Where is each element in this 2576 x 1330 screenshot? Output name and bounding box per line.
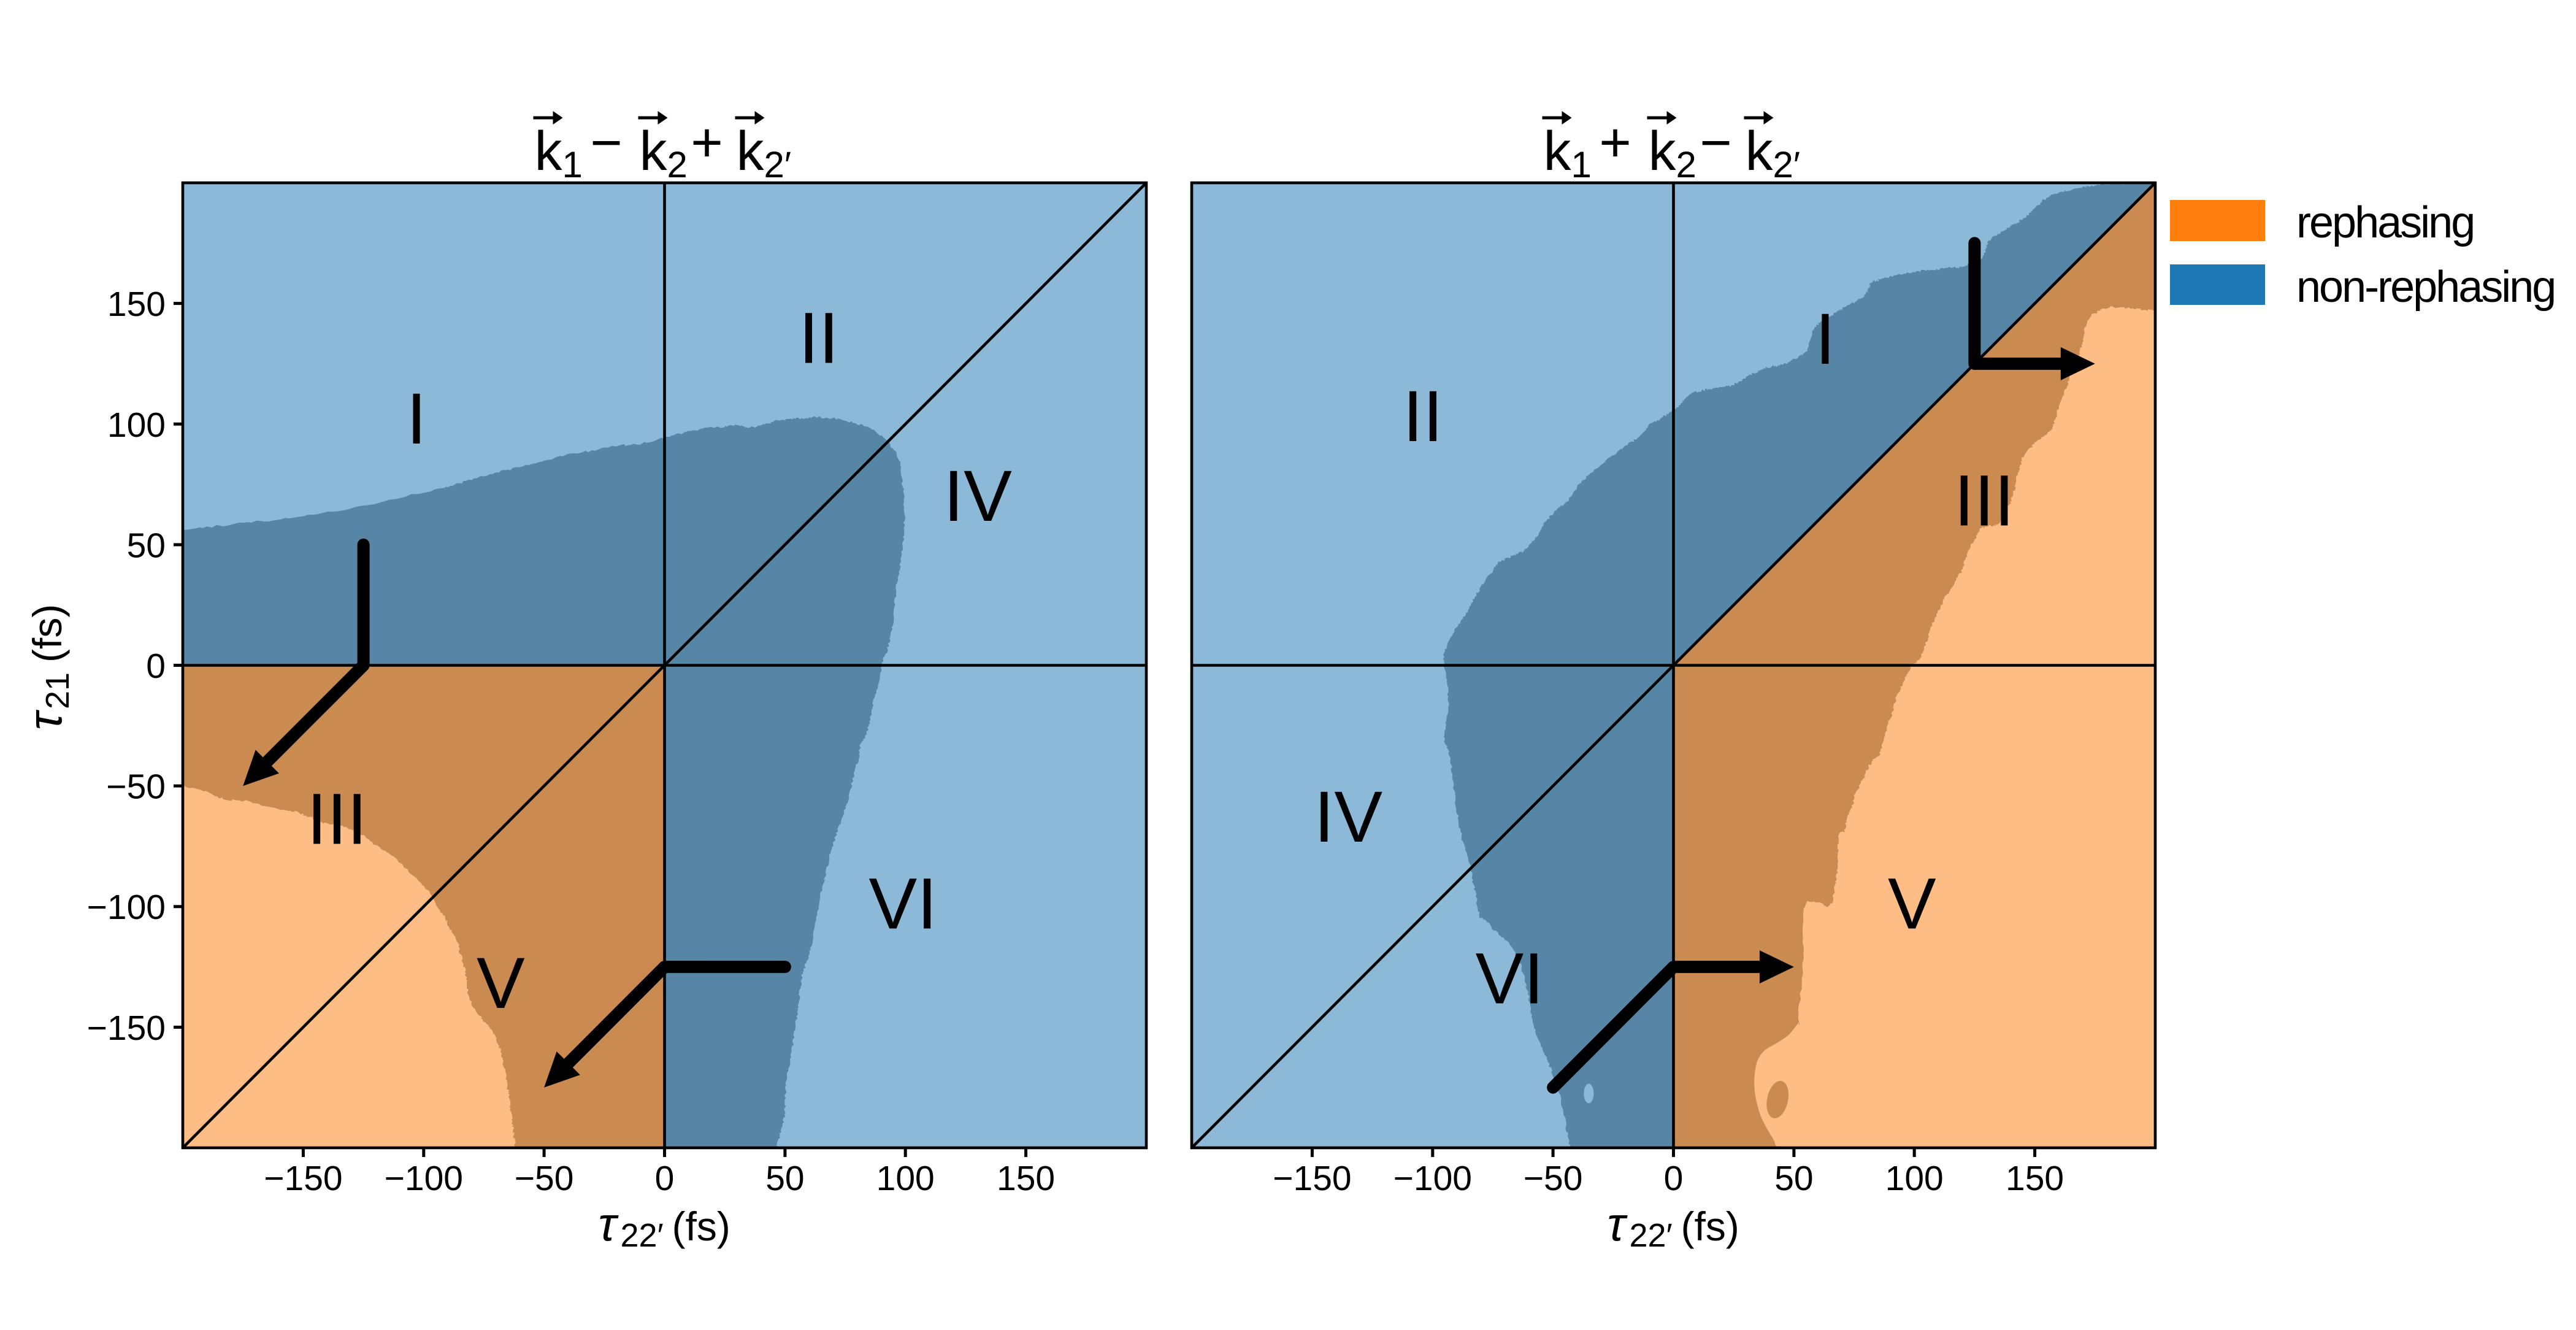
svg-text:(fs): (fs) [1681,1204,1739,1249]
svg-text:−50: −50 [1524,1159,1583,1198]
svg-text:k: k [535,121,563,182]
svg-text:V: V [477,943,525,1024]
svg-text:k: k [1649,121,1677,182]
svg-text:k: k [737,121,765,182]
svg-text:IV: IV [1314,777,1383,858]
svg-text:150: 150 [107,285,166,324]
svg-text:VI: VI [869,863,938,944]
svg-text:−50: −50 [106,767,166,807]
svg-text:−: − [590,112,623,174]
svg-text:VI: VI [1476,938,1544,1019]
svg-text:τ: τ [599,1197,619,1251]
svg-text:100: 100 [107,406,166,445]
svg-text:50: 50 [1774,1159,1813,1198]
svg-text:2′: 2′ [764,144,792,185]
svg-text:21: 21 [39,672,76,709]
svg-text:III: III [307,779,367,860]
svg-text:22′: 22′ [621,1217,664,1254]
svg-text:−150: −150 [264,1159,342,1198]
svg-text:k: k [640,121,668,182]
svg-text:−: − [1700,112,1732,174]
svg-text:τ: τ [1608,1197,1628,1251]
svg-text:rephasing: rephasing [2296,198,2474,247]
svg-text:−50: −50 [515,1159,574,1198]
svg-text:−150: −150 [87,1009,166,1048]
svg-text:−150: −150 [1273,1159,1351,1198]
svg-text:22′: 22′ [1630,1217,1673,1254]
svg-text:150: 150 [2006,1159,2064,1198]
svg-text:non-rephasing: non-rephasing [2296,263,2555,312]
svg-text:0: 0 [146,647,166,686]
svg-text:0: 0 [655,1159,675,1198]
svg-text:τ: τ [18,709,72,730]
svg-text:V: V [1888,863,1936,944]
svg-text:k: k [1544,121,1572,182]
svg-text:150: 150 [997,1159,1055,1198]
svg-text:−100: −100 [385,1159,463,1198]
svg-text:50: 50 [127,526,166,565]
svg-text:(fs): (fs) [672,1204,730,1249]
svg-text:100: 100 [1885,1159,1944,1198]
svg-text:II: II [799,298,839,379]
svg-text:k: k [1746,121,1774,182]
svg-text:(fs): (fs) [25,604,70,663]
svg-text:−100: −100 [1393,1159,1472,1198]
svg-text:III: III [1954,461,2014,542]
svg-text:2: 2 [1676,144,1696,185]
svg-text:1: 1 [562,144,583,185]
svg-text:IV: IV [943,456,1012,537]
svg-text:II: II [1403,376,1443,457]
svg-text:I: I [1815,299,1836,380]
svg-text:1: 1 [1571,144,1592,185]
svg-text:0: 0 [1664,1159,1684,1198]
svg-text:2: 2 [667,144,688,185]
svg-text:I: I [407,379,427,459]
svg-text:−100: −100 [87,888,166,927]
svg-text:2′: 2′ [1773,144,1801,185]
svg-text:+: + [691,112,723,174]
svg-text:100: 100 [876,1159,935,1198]
svg-text:50: 50 [765,1159,804,1198]
svg-text:+: + [1599,112,1631,174]
